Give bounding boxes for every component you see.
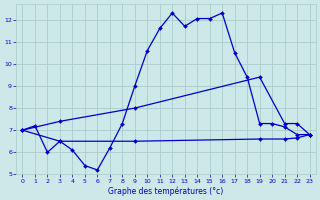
X-axis label: Graphe des températures (°c): Graphe des températures (°c): [108, 186, 224, 196]
